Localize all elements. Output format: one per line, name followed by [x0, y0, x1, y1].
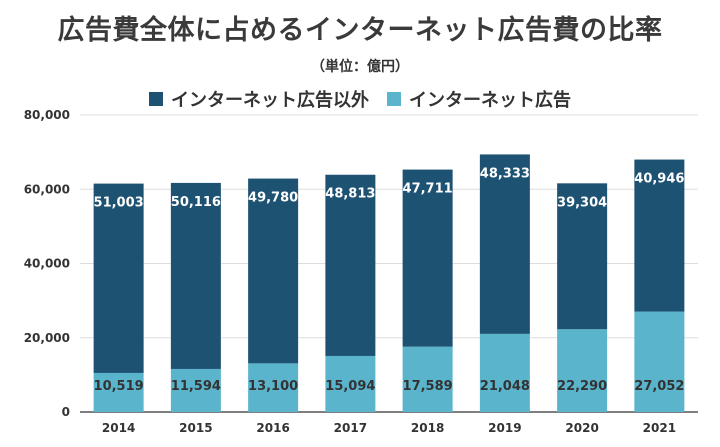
y-tick-label-40000: 40,000 — [24, 257, 70, 271]
legend-swatch-non-internet — [149, 92, 163, 106]
data-label-internet-2018: 17,589 — [403, 379, 453, 394]
bar-non-internet-2014 — [93, 183, 144, 373]
legend-item-non-internet: インターネット広告以外 — [149, 86, 369, 112]
y-tick-label-60000: 60,000 — [24, 182, 70, 196]
bar-non-internet-2018 — [402, 169, 453, 347]
x-tick-label-2014: 2014 — [102, 421, 135, 435]
chart-subtitle: （単位：億円） — [311, 59, 409, 75]
data-label-non-internet-2020: 39,304 — [557, 195, 607, 210]
data-label-internet-2015: 11,594 — [171, 379, 221, 394]
bar-non-internet-2015 — [170, 182, 221, 369]
bar-internet-2017 — [325, 355, 376, 412]
data-label-internet-2019: 21,048 — [480, 379, 530, 394]
y-tick-label-0: 0 — [62, 405, 70, 419]
bar-non-internet-2021 — [634, 159, 685, 312]
data-label-internet-2017: 15,094 — [325, 379, 375, 394]
y-tick-label-80000: 80,000 — [24, 108, 70, 122]
data-label-internet-2021: 27,052 — [634, 379, 684, 394]
bar-internet-2018 — [402, 346, 453, 412]
bar-internet-2020 — [557, 329, 608, 412]
bar-internet-2019 — [479, 333, 530, 412]
bar-internet-2015 — [170, 368, 221, 412]
data-label-non-internet-2019: 48,333 — [480, 166, 530, 181]
data-label-non-internet-2021: 40,946 — [634, 172, 684, 187]
bar-internet-2014 — [93, 372, 144, 412]
data-label-non-internet-2015: 50,116 — [171, 195, 221, 210]
legend-label-internet: インターネット広告 — [409, 90, 571, 111]
data-label-non-internet-2014: 51,003 — [94, 196, 144, 211]
legend-label-non-internet: インターネット広告以外 — [171, 90, 369, 111]
x-tick-label-2020: 2020 — [565, 421, 598, 435]
data-label-non-internet-2016: 49,780 — [248, 191, 298, 206]
data-label-internet-2016: 13,100 — [248, 379, 298, 394]
legend: インターネット広告以外 インターネット広告 — [0, 86, 720, 112]
legend-item-internet: インターネット広告 — [387, 86, 571, 112]
x-tick-label-2018: 2018 — [411, 421, 444, 435]
data-label-internet-2020: 22,290 — [557, 379, 607, 394]
x-tick-label-2015: 2015 — [179, 421, 212, 435]
legend-swatch-internet — [387, 92, 401, 106]
x-tick-label-2019: 2019 — [488, 421, 521, 435]
bar-internet-2016 — [248, 363, 299, 412]
data-label-non-internet-2017: 48,813 — [325, 187, 375, 202]
data-label-non-internet-2018: 47,711 — [403, 182, 453, 197]
bar-non-internet-2017 — [325, 174, 376, 356]
bar-internet-2021 — [634, 311, 685, 412]
x-tick-label-2021: 2021 — [643, 421, 676, 435]
bar-non-internet-2020 — [557, 183, 608, 330]
bar-non-internet-2019 — [479, 154, 530, 334]
x-tick-label-2016: 2016 — [256, 421, 289, 435]
data-label-internet-2014: 10,519 — [94, 379, 144, 394]
chart-title: 広告費全体に占めるインターネット広告費の比率 — [57, 15, 663, 46]
y-tick-label-20000: 20,000 — [24, 331, 70, 345]
x-tick-label-2017: 2017 — [334, 421, 367, 435]
bar-non-internet-2016 — [248, 178, 299, 364]
